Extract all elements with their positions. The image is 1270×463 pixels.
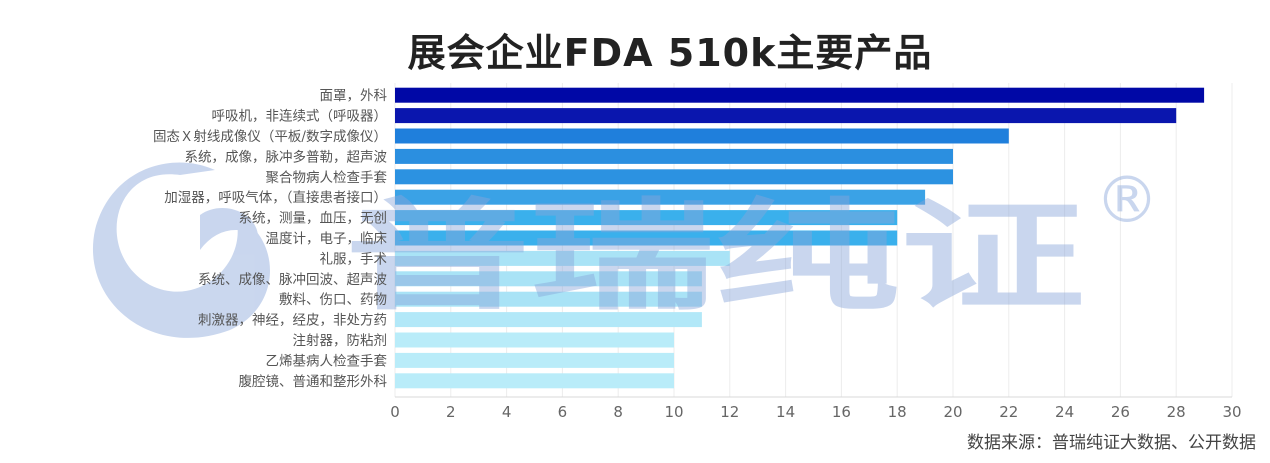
watermark-symbol: ® [1095,164,1159,238]
category-label: 聚合物病人检查手套 [266,170,388,186]
category-label: 刺激器，神经，经皮，非处方药 [198,313,387,329]
bar-3 [395,148,953,164]
x-tick-label: 20 [943,403,962,421]
watermark-text: 普瑞纯证 [345,188,1085,327]
x-tick-label: 16 [832,403,851,421]
bar-10 [395,291,702,307]
x-tick-label: 6 [558,403,568,421]
bar-4 [395,169,953,185]
category-label: 系统、成像、脉冲回波、超声波 [198,272,387,288]
category-label: 温度计，电子，临床 [266,231,388,247]
x-tick-label: 2 [446,403,456,421]
x-tick-label: 28 [1167,403,1186,421]
x-tick-label: 30 [1222,403,1241,421]
x-tick-label: 26 [1111,403,1130,421]
x-tick-label: 24 [1055,403,1074,421]
bar-0 [395,87,1205,103]
category-label: 注射器，防粘剂 [293,333,388,349]
x-tick-label: 12 [720,403,739,421]
x-tick-label: 14 [776,403,795,421]
x-tick-label: 18 [888,403,907,421]
x-tick-label: 0 [390,403,400,421]
bars-layer [395,87,1205,389]
category-label: 加湿器，呼吸气体，（直接患者接口） [164,189,387,206]
bar-8 [395,250,730,266]
bar-13 [395,352,674,368]
category-label: 腹腔镜、普通和整形外科 [239,373,388,390]
x-tick-label: 10 [664,403,683,421]
x-tick-label: 8 [613,403,623,421]
chart-title: 展会企业FDA 510k主要产品 [407,31,933,75]
x-tick-label: 4 [502,403,512,421]
watermark: 普瑞纯证 ® [92,162,1159,338]
category-label: 固态Ｘ射线成像仪（平板/数字成像仪） [153,129,387,145]
category-label: 呼吸机，非连续式（呼吸器） [212,109,388,125]
bar-9 [395,271,702,287]
x-tick-label: 22 [999,403,1018,421]
bar-5 [395,189,926,205]
bar-12 [395,332,674,348]
category-label: 礼服，手术 [320,251,388,267]
category-label: 乙烯基病人检查手套 [266,352,388,369]
bar-7 [395,230,898,246]
x-axis-ticks: 0 2 4 6 8 10 12 14 16 18 20 22 24 26 28 30 [390,403,1241,421]
category-label: 系统，成像，脉冲多普勒，超声波 [185,148,388,165]
bar-6 [395,210,898,226]
bar-2 [395,128,1009,144]
category-label: 面罩，外科 [320,88,388,104]
bar-11 [395,312,702,328]
bar-1 [395,108,1177,124]
watermark-logo-icon [92,162,270,338]
source-note: 数据来源：普瑞纯证大数据、公开数据 [967,433,1256,453]
bar-14 [395,373,674,389]
category-label: 系统，测量，血压，无创 [239,211,388,227]
category-label: 敷料、伤口、药物 [279,292,387,308]
